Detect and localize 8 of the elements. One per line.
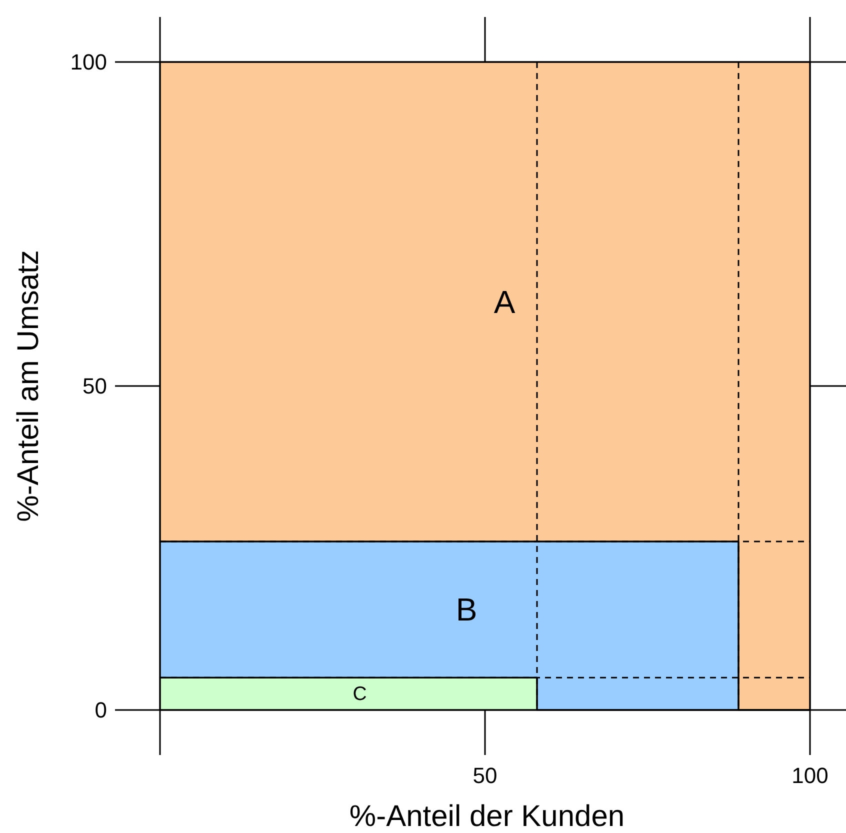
y-tick-label: 50 [82,374,107,398]
series-label: B [456,592,478,628]
y-tick-label: 100 [70,50,107,74]
series-label: C [352,682,367,705]
y-tick-label: 0 [94,698,107,722]
x-axis-title: %-Anteil der Kunden [349,800,625,833]
series-label: A [494,284,516,320]
y-axis-title: %-Anteil am Umsatz [12,250,45,522]
